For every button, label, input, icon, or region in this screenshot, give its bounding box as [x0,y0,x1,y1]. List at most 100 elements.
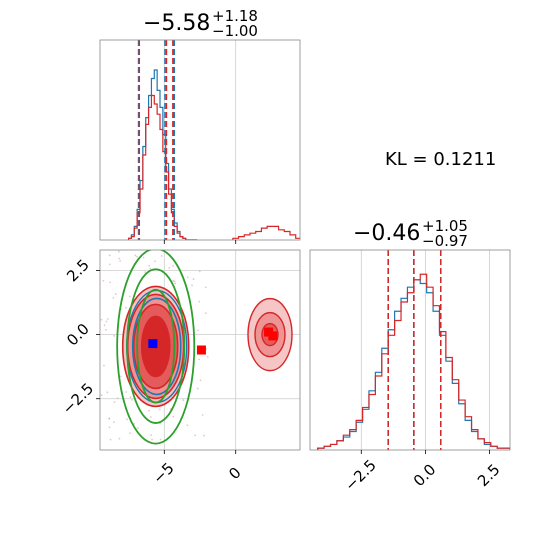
sample-point [203,434,205,437]
param1-plus: +1.05 [422,217,468,235]
sample-point [102,279,105,282]
sample-point [134,254,137,257]
sample-point [118,257,121,260]
sample-point [126,418,128,421]
sample-point [148,264,151,267]
kl-annotation: KL = 0.1211 [385,149,496,170]
param0-plus: +1.18 [212,7,258,25]
sample-point [172,415,175,418]
sample-point [125,306,127,309]
x-tick-label-param1: 0.0 [410,460,440,490]
sample-point [149,267,152,270]
sample-point [108,417,111,420]
sample-point [172,265,174,267]
sample-point [105,320,108,323]
sample-point [100,394,103,397]
sample-point [159,438,162,441]
sample-point [168,266,171,269]
sample-point [129,432,131,435]
hist-series-red [317,273,510,450]
sample-point [182,399,185,401]
param1-median: −0.46 [353,221,420,246]
sample-point [119,260,121,262]
sample-point [100,318,103,321]
sample-point [118,437,121,440]
sample-point [206,355,209,358]
sample-point [113,401,116,404]
param1-minus: −0.97 [422,232,468,250]
x-tick-label-param0: 0 [225,464,244,483]
y-tick-label-param1: 2.5 [63,256,93,286]
panel-frame [309,249,511,451]
sample-point [199,379,202,382]
x-tick-label-param1: 2.5 [474,460,504,490]
sample-point [128,295,131,298]
sample-point [113,334,115,337]
sample-point [192,278,195,280]
param0-title: −5.58 +1.18 −1.00 [143,7,258,40]
sample-point [150,434,153,437]
sample-point [109,281,111,284]
sample-point [103,364,105,367]
x-tick-label-param1: −2.5 [341,456,379,494]
sample-point [197,329,200,332]
sample-point [114,293,117,295]
sample-point [120,375,122,378]
contour-2d-panel [99,249,301,451]
marker-square [148,339,158,349]
sample-point [142,256,145,259]
panel-frame [99,249,301,451]
histogram-param1-panel [309,249,511,451]
y-tick-label-param1: −2.5 [59,379,97,417]
y-tick-label-param1: 0.0 [63,320,93,350]
sample-point [106,391,109,394]
sample-point [173,280,176,283]
sample-point [116,397,119,400]
marker-square [268,331,278,341]
sample-point [136,427,139,430]
sample-point [108,263,111,266]
confidence-ellipse [116,250,196,445]
sample-point [201,413,204,416]
sample-point [186,276,189,279]
sample-point [105,328,107,331]
sample-point [148,409,150,412]
sample-point [154,260,156,263]
panel-frame [99,39,301,241]
sample-point [191,284,193,287]
sample-point [151,438,153,441]
sample-point [186,424,189,427]
sample-point [158,408,161,411]
sample-point [109,438,112,441]
sample-point [108,254,111,257]
hist-series-red-secondary [232,225,300,240]
sample-point [150,416,152,419]
sample-point [129,396,132,398]
sample-point [131,398,133,401]
param1-title: −0.46 +1.05 −0.97 [353,217,468,250]
sample-point [198,358,200,361]
sample-point [194,434,197,437]
sample-point [136,255,138,258]
sample-point [204,312,207,315]
sample-point [125,391,128,393]
param0-minus: −1.00 [212,22,258,40]
marker-square [196,345,206,355]
sample-point [117,250,120,253]
param0-median: −5.58 [143,11,210,36]
confidence-ellipse [136,288,176,404]
sample-point [103,324,106,327]
confidence-ellipse [126,268,186,424]
histogram-param0-panel [99,39,301,241]
sample-point [204,286,207,289]
sample-point [172,279,175,282]
sample-point [106,318,109,320]
contour-line-blue [131,297,182,396]
x-tick-label-param0: −5 [149,459,177,487]
contour-layer [100,250,293,445]
sample-point [198,300,201,303]
sample-point [113,421,115,424]
sample-point [198,270,201,273]
sample-point [174,282,177,285]
